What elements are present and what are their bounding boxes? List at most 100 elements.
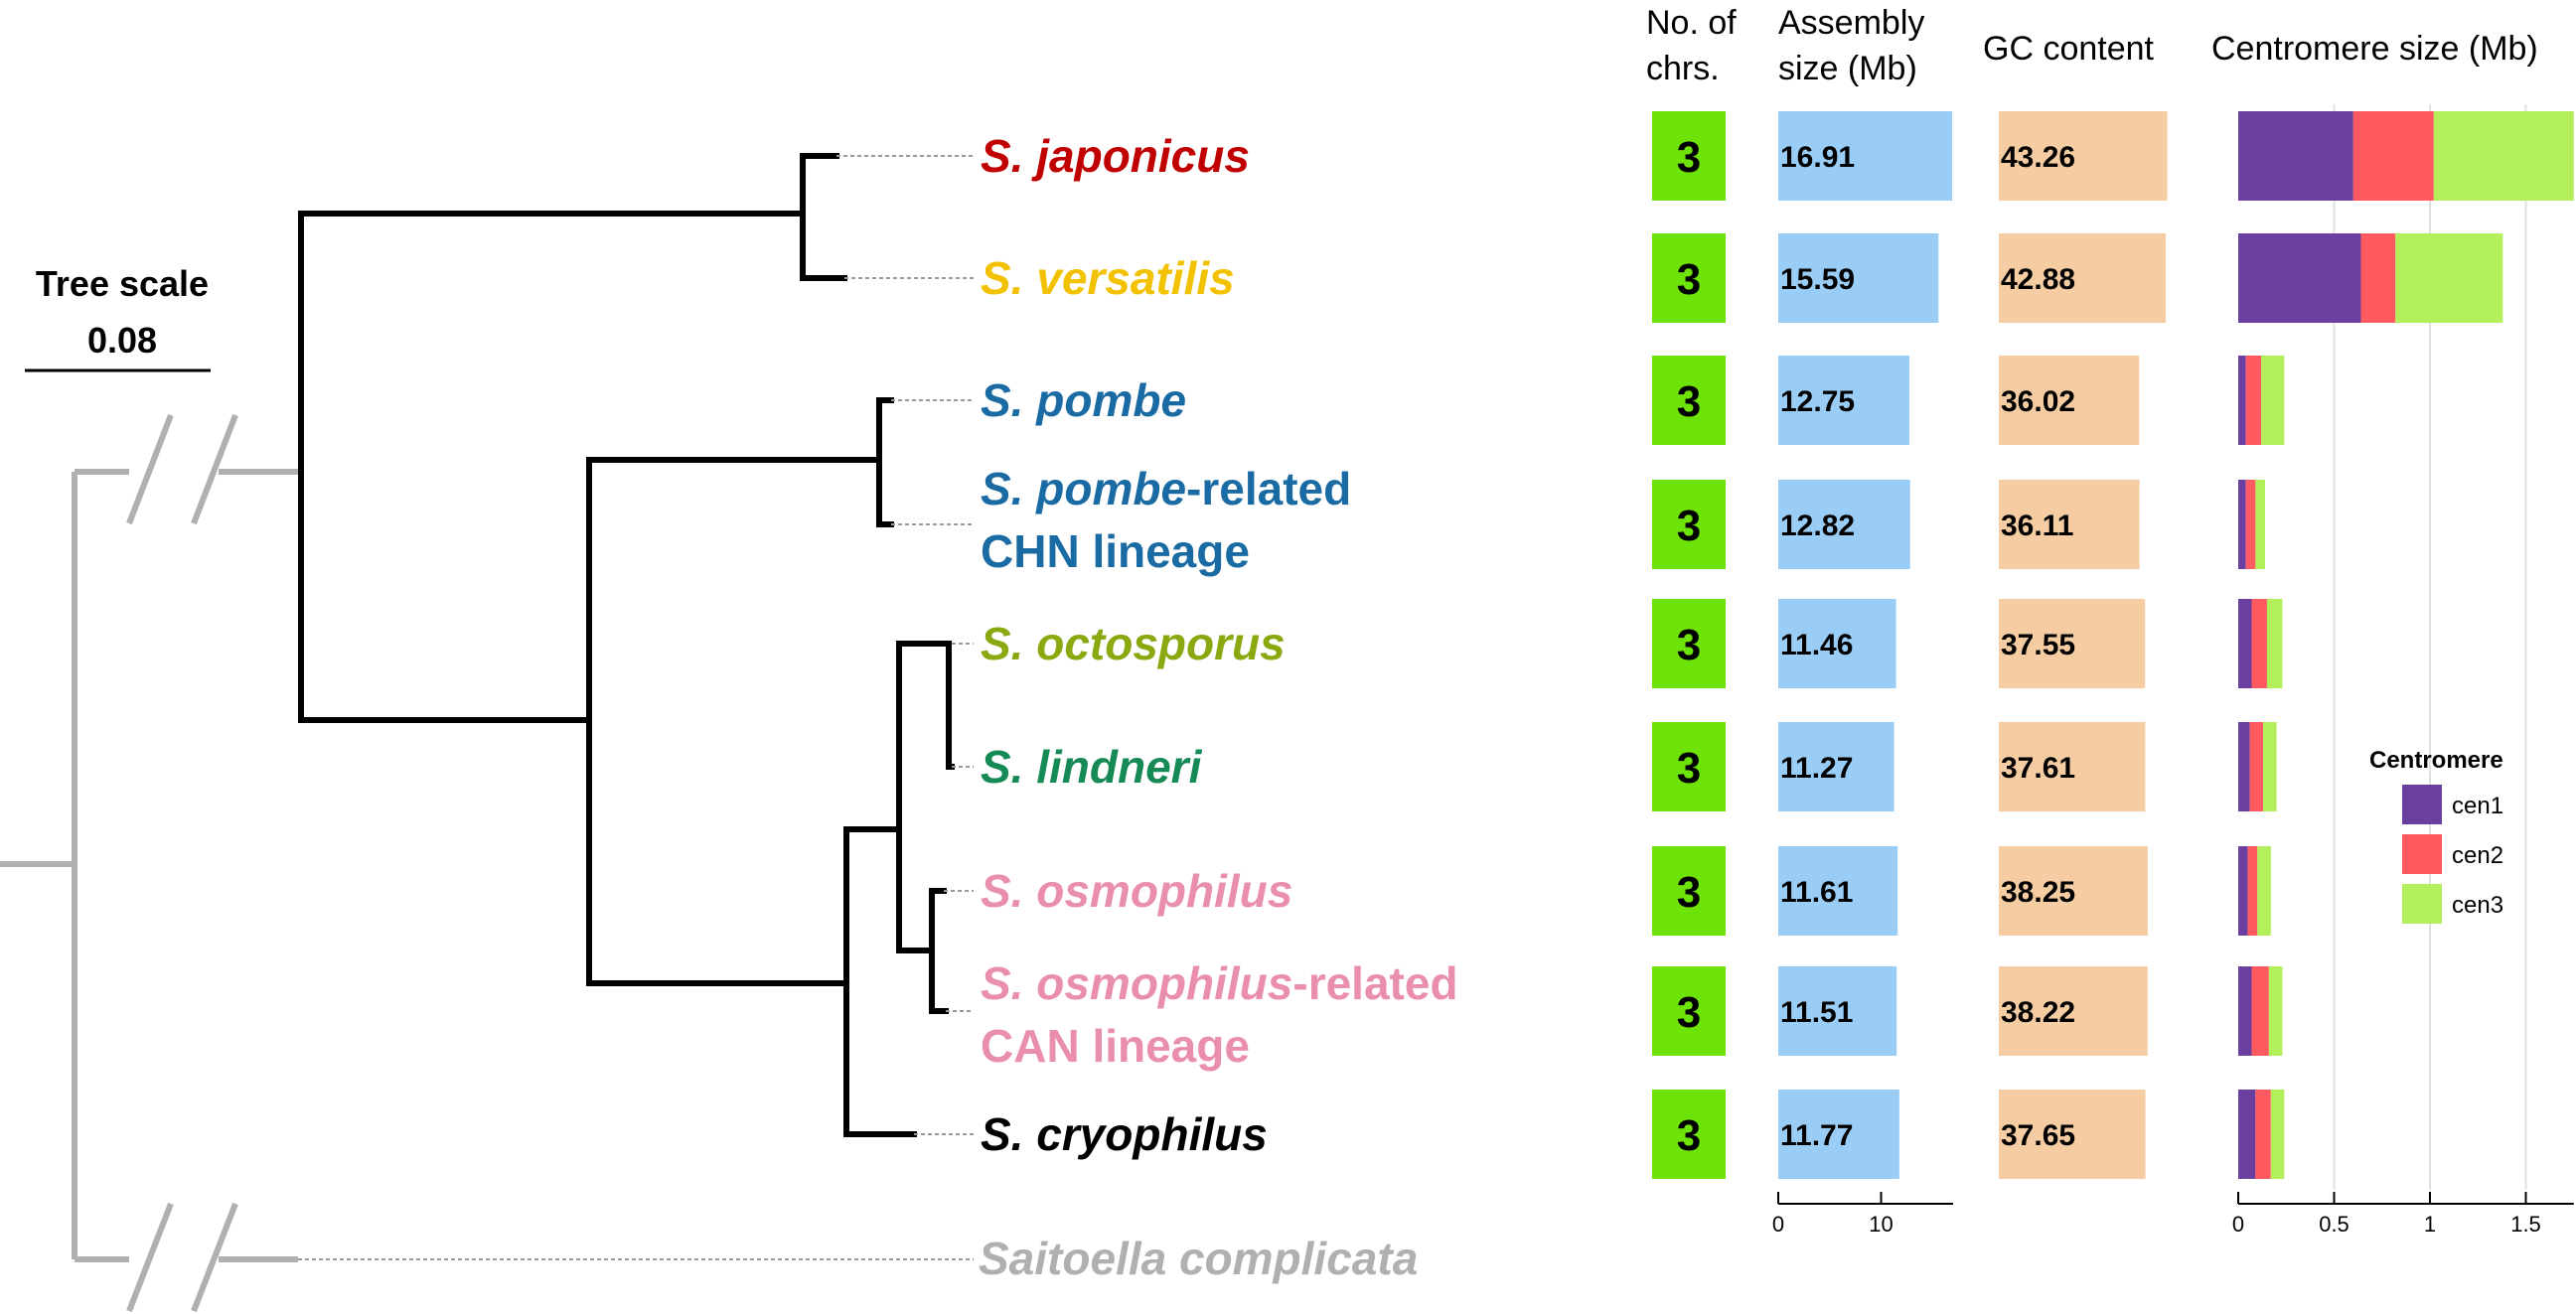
gc-bar [1999,599,2146,688]
species-label: S. lindneri [981,741,1203,793]
assembly-value: 11.27 [1780,752,1853,785]
assembly-bar [1778,356,1909,445]
tree-scale: Tree scale 0.08 [25,263,211,372]
chrs-box [1652,599,1726,688]
legend-label: cen1 [2452,793,2503,819]
centromere-segment-cen2 [2249,722,2264,811]
chrs-value: 3 [1677,133,1701,182]
assembly-bar [1778,966,1897,1056]
outgroup-branches [0,413,301,1313]
axis-tick-label: 1 [2424,1212,2436,1237]
centromere-segment-cen2 [2245,356,2262,445]
species-label: S. versatilis [981,252,1235,304]
species-label: S. octosporus [981,618,1286,669]
gc-bar [1999,480,2140,569]
assembly-value: 12.82 [1780,510,1855,542]
centromere-segment-cen1 [2238,111,2353,201]
gc-value: 43.26 [2001,141,2075,174]
chrs-box [1652,966,1726,1056]
header-chrs-line1: No. of [1646,4,1737,42]
assembly-value: 11.61 [1780,876,1853,909]
species-label: S. cryophilus [981,1108,1268,1160]
chrs-box [1652,233,1726,323]
centromere-segment-cen3 [2255,480,2266,569]
tree-branches [298,153,955,1137]
header-gc: GC content [1983,30,2155,68]
gc-bar [1999,846,2148,936]
assembly-bar [1778,599,1896,688]
centromere-segment-cen1 [2238,480,2246,569]
species-label-line2: CHN lineage [981,525,1250,577]
centromere-segment-cen3 [2266,599,2283,688]
centromere-segment-cen2 [2247,846,2258,936]
species-label: S. japonicus [981,130,1250,182]
header-assembly-line2: size (Mb) [1778,50,1917,87]
chrs-value: 3 [1677,255,1701,304]
legend-label: cen3 [2452,892,2503,919]
centromere-segment-cen2 [2360,233,2396,323]
species-label-line2: CAN lineage [981,1020,1250,1072]
gc-bar [1999,356,2140,445]
assembly-bar [1778,111,1953,201]
assembly-bar [1778,480,1910,569]
centromere-segment-cen2 [2352,111,2434,201]
centromere-segment-cen3 [2268,966,2283,1056]
centromere-segment-cen3 [2263,722,2277,811]
gc-value: 36.02 [2001,385,2075,418]
gc-value: 37.61 [2001,752,2075,785]
centromere-segment-cen3 [2257,846,2271,936]
centromere-segment-cen2 [2251,599,2267,688]
chrs-box [1652,480,1726,569]
species-label: S. osmophilus-related [981,957,1458,1009]
gc-value: 36.11 [2001,510,2073,542]
legend-label: cen2 [2452,842,2503,869]
axis-tick-label: 0 [1772,1212,1784,1237]
chrs-value: 3 [1677,988,1701,1037]
chrs-value: 3 [1677,1111,1701,1160]
assembly-bar [1778,233,1939,323]
legend-swatch-cen3 [2402,884,2442,924]
assembly-axis: 0 10 [1772,1192,1953,1237]
centromere-segment-cen1 [2238,1090,2256,1179]
column-headers: No. of chrs. Assembly size (Mb) GC conte… [1646,4,2538,87]
header-assembly-line1: Assembly [1778,4,1924,42]
centromere-segment-cen1 [2238,233,2361,323]
centromere-segment-cen3 [2261,356,2285,445]
chrs-box [1652,1090,1726,1179]
chrs-box [1652,722,1726,811]
centromere-segment-cen2 [2245,480,2256,569]
gc-bar [1999,722,2146,811]
axis-tick-label: 10 [1869,1212,1893,1237]
assembly-bar [1778,1090,1899,1179]
assembly-value: 11.46 [1780,629,1853,661]
break-mark [191,413,238,525]
tree-scale-title: Tree scale [36,263,209,304]
chrs-value: 3 [1677,868,1701,917]
gc-value: 37.65 [2001,1119,2075,1152]
chrs-value: 3 [1677,744,1701,793]
assembly-bar [1778,846,1898,936]
axis-tick-label: 1.5 [2510,1212,2541,1237]
species-labels: S. japonicus S. versatilis S. pombe S. pomb… [981,130,1458,1160]
data-rows: 3 16.91 43.26 3 15.59 42.88 3 12.75 36.02 3 12.82 3… [1652,111,2574,1179]
centromere-segment-cen2 [2255,1090,2271,1179]
species-label: S. pombe [981,374,1186,426]
tree-scale-value: 0.08 [87,320,157,361]
chrs-box [1652,356,1726,445]
gc-bar [1999,111,2168,201]
axis-tick-label: 0 [2232,1212,2244,1237]
outgroup-label: Saitoella complicata [979,1233,1418,1284]
centromere-legend: Centromere cen1 cen2 cen3 [2369,747,2503,924]
assembly-value: 11.51 [1780,996,1853,1029]
header-centromere: Centromere size (Mb) [2211,30,2538,68]
assembly-value: 15.59 [1780,263,1855,296]
axis-tick-label: 0.5 [2319,1212,2349,1237]
break-mark [126,413,174,525]
chrs-value: 3 [1677,377,1701,426]
gc-value: 38.22 [2001,996,2075,1029]
centromere-segment-cen2 [2251,966,2269,1056]
legend-title: Centromere [2369,747,2503,774]
species-label: S. pombe-related [981,463,1351,514]
assembly-value: 16.91 [1780,141,1855,174]
gc-value: 42.88 [2001,263,2075,296]
